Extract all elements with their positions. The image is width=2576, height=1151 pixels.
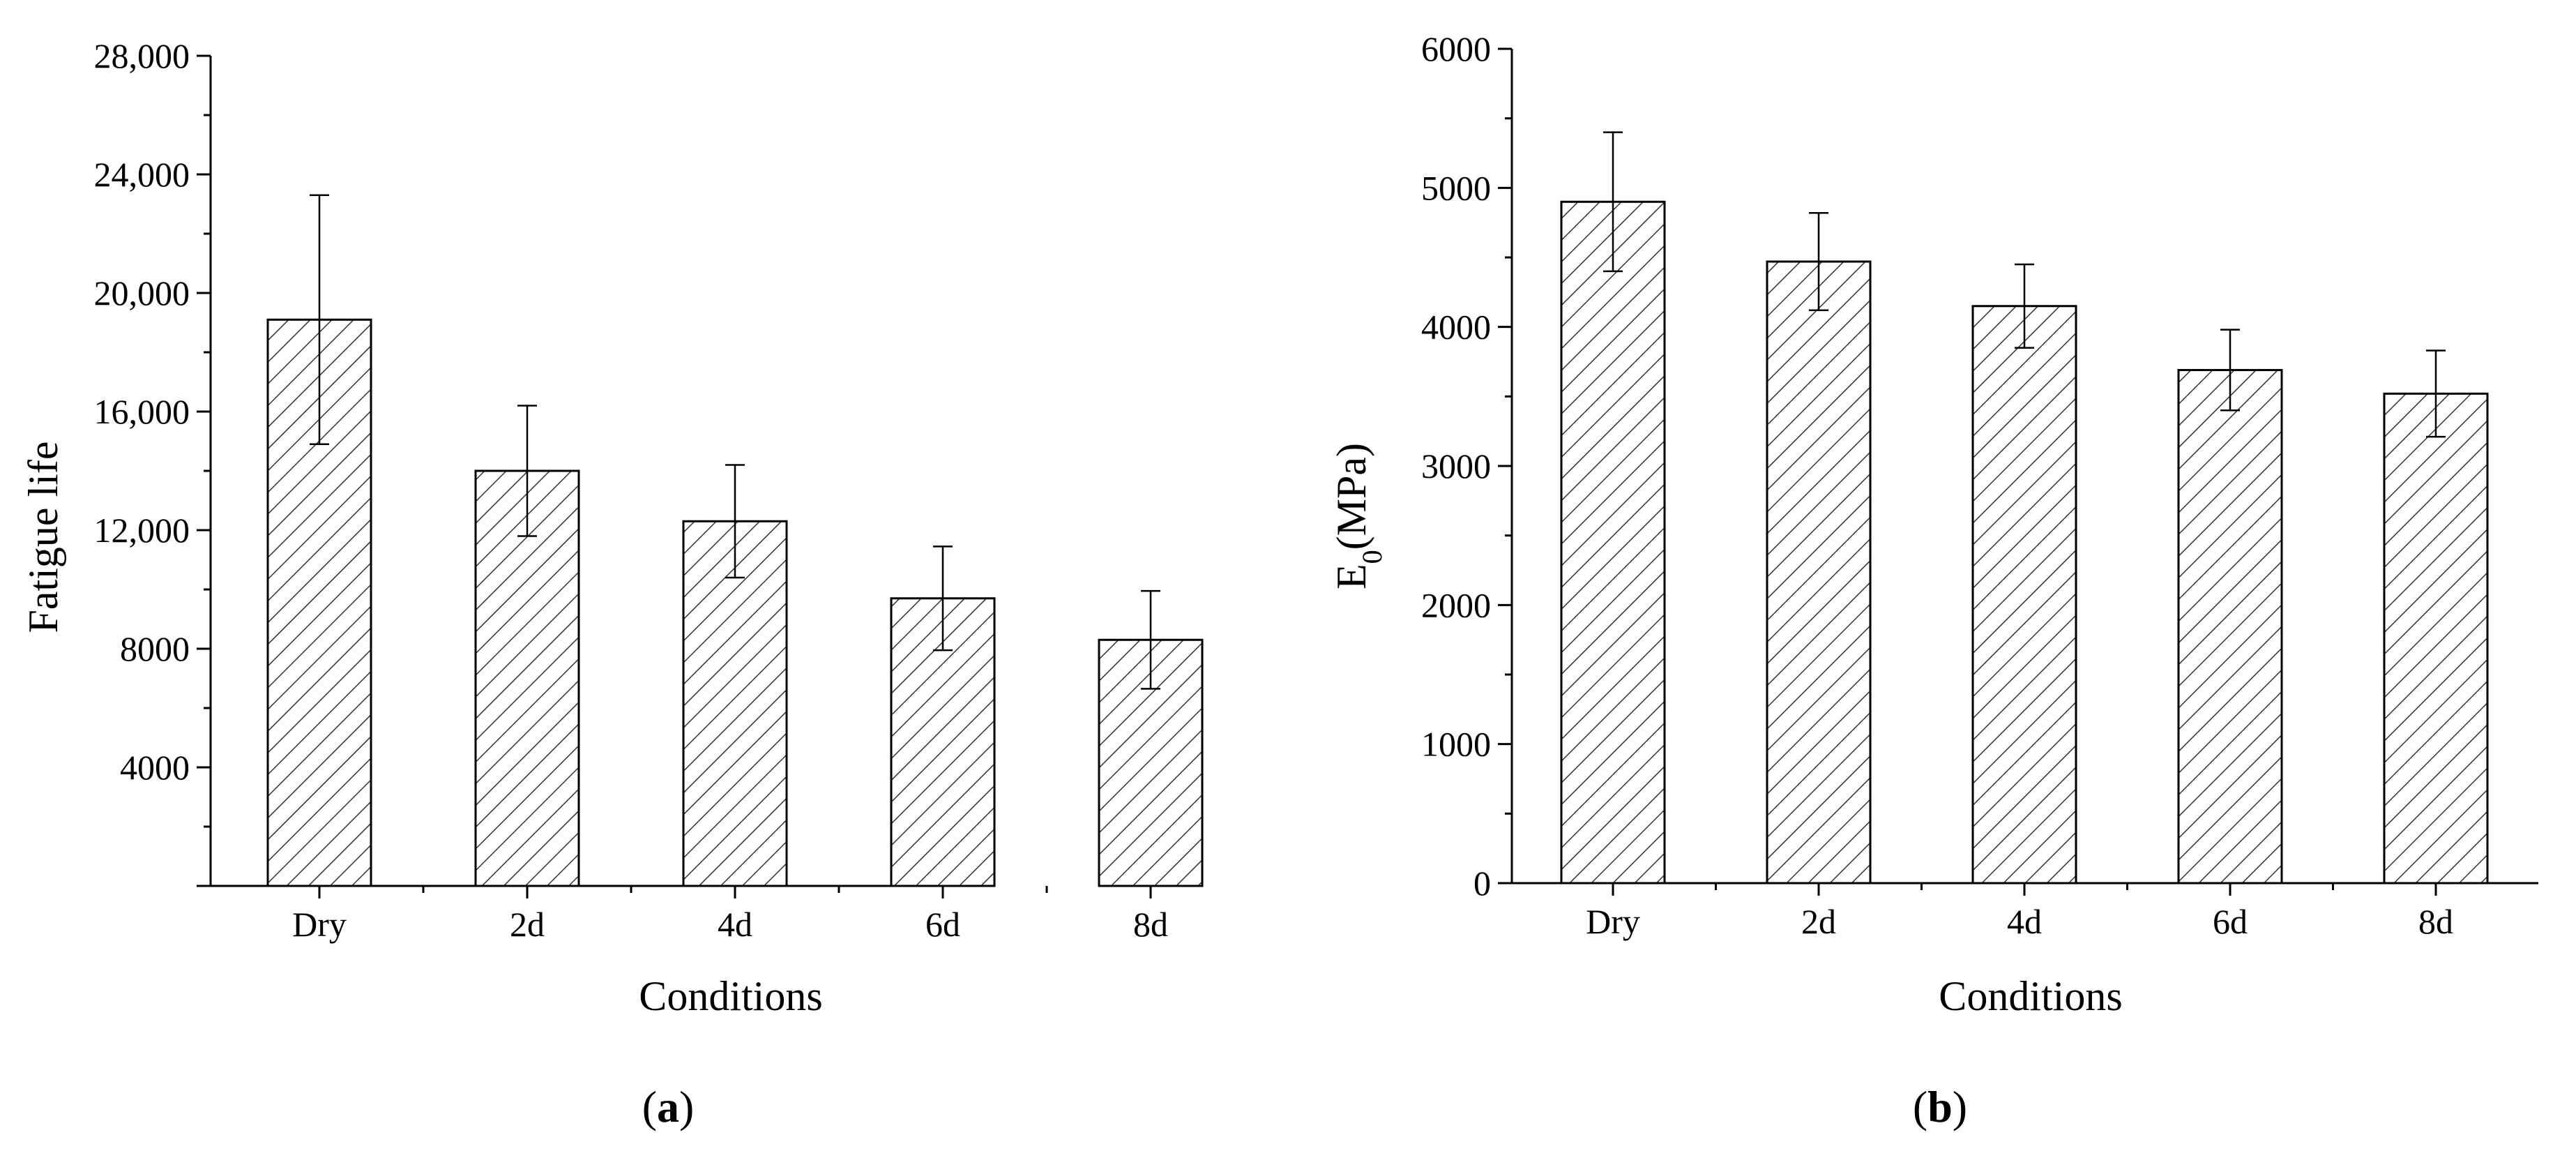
y-tick-label: 5000 bbox=[1421, 168, 1491, 207]
x-tick-label: Dry bbox=[1586, 902, 1640, 941]
x-tick-label: 4d bbox=[718, 905, 752, 944]
y-tick-label: 1000 bbox=[1421, 725, 1491, 764]
chart-panel-b: 0 1000 2000 3000 4000 5000 6000 Dry 2d 4d 6d 8d Co… bbox=[1328, 29, 2538, 1131]
chart-panel-a: 4000 8000 12,000 16,000 20,000 24,000 28,000 D… bbox=[20, 36, 1204, 1131]
x-tick-label: 6d bbox=[2213, 902, 2248, 941]
bar-8d bbox=[2383, 392, 2489, 885]
bar-Dry bbox=[1560, 200, 1666, 885]
y-tick-label: 0 bbox=[1473, 864, 1491, 903]
error-bars-b bbox=[1603, 131, 2446, 438]
x-ticks-b: Dry 2d 4d 6d 8d bbox=[1586, 883, 2453, 941]
y-tick-label: 6000 bbox=[1421, 29, 1491, 68]
x-tick-label: 6d bbox=[925, 905, 960, 944]
y-axis-title-a: Fatigue life bbox=[20, 442, 66, 633]
y-tick-label: 24,000 bbox=[94, 155, 190, 194]
y-tick-label: 12,000 bbox=[94, 511, 190, 550]
x-tick-label: Dry bbox=[292, 905, 347, 944]
bar-2d bbox=[1766, 260, 1872, 885]
bar-4d bbox=[682, 520, 788, 887]
y-tick-label: 28,000 bbox=[94, 36, 190, 75]
x-axis-title-b: Conditions bbox=[1939, 973, 2122, 1019]
bar-4d bbox=[1971, 305, 2077, 885]
x-axis-title-a: Conditions bbox=[639, 973, 822, 1019]
bar-6d bbox=[2177, 368, 2283, 885]
y-tick-label: 2000 bbox=[1421, 585, 1491, 624]
x-tick-label: 8d bbox=[2418, 902, 2453, 941]
y-axis-title-b: E0(MPa) bbox=[1328, 443, 1388, 589]
y-ticks-a: 4000 8000 12,000 16,000 20,000 24,000 28,000 bbox=[94, 36, 211, 887]
x-tick-label: 8d bbox=[1133, 905, 1168, 944]
y-tick-label: 3000 bbox=[1421, 446, 1491, 486]
bars-a bbox=[266, 318, 1204, 887]
y-tick-label: 8000 bbox=[120, 629, 190, 668]
y-tick-label: 4000 bbox=[1421, 308, 1491, 347]
x-tick-label: 2d bbox=[1801, 902, 1836, 941]
panel-label-a: (a) bbox=[642, 1082, 695, 1131]
y-ticks-b: 0 1000 2000 3000 4000 5000 6000 bbox=[1421, 29, 1512, 903]
error-bars-a bbox=[310, 194, 1160, 690]
x-tick-label: 4d bbox=[2007, 902, 2042, 941]
y-tick-label: 4000 bbox=[120, 748, 190, 787]
panel-label-b: (b) bbox=[1913, 1082, 1967, 1131]
x-tick-label: 2d bbox=[510, 905, 545, 944]
y-tick-label: 16,000 bbox=[94, 392, 190, 431]
y-tick-label: 20,000 bbox=[94, 273, 190, 313]
x-ticks-a: Dry 2d 4d 6d 8d bbox=[292, 886, 1168, 944]
bars-b bbox=[1560, 200, 2489, 885]
